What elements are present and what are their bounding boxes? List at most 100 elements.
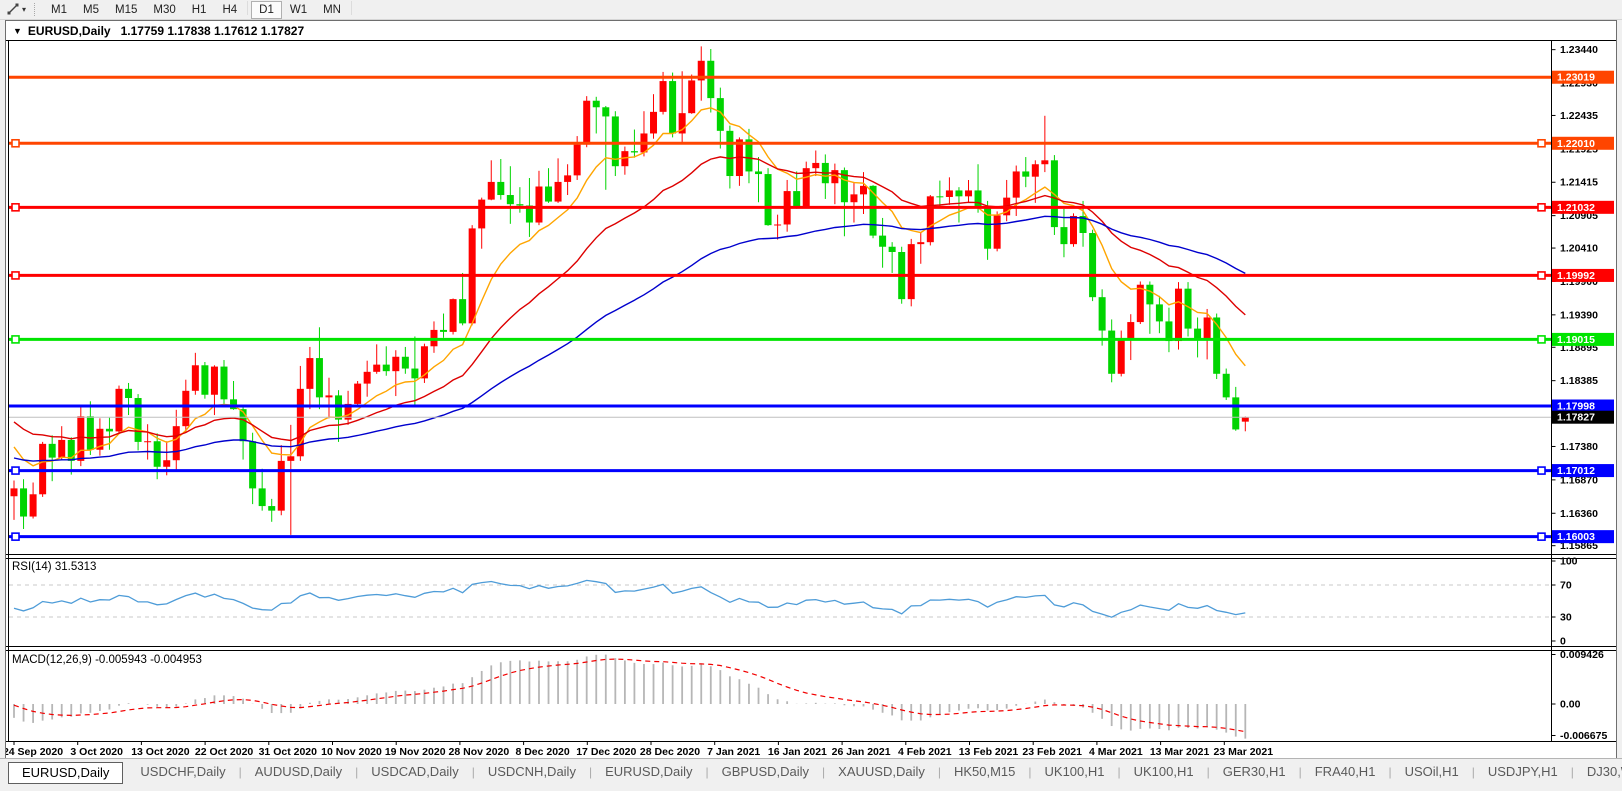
svg-text:16 Jan 2021: 16 Jan 2021 xyxy=(768,746,827,757)
ma-line-10 xyxy=(13,107,1246,467)
svg-text:0.009426: 0.009426 xyxy=(1560,649,1604,661)
svg-text:1.18385: 1.18385 xyxy=(1560,375,1598,387)
toolbar-dropdown-caret-icon[interactable]: ▾ xyxy=(22,5,27,14)
symbol-dropdown-icon[interactable]: ▼ xyxy=(13,25,22,36)
svg-text:-0.006675: -0.006675 xyxy=(1560,730,1607,742)
macd-name: MACD(12,26,9) xyxy=(12,654,92,666)
price-tags: 1.23019 1.22010 1.21032 1.19992 1.19015 1.179… xyxy=(1552,70,1614,544)
svg-text:1.16870: 1.16870 xyxy=(1560,474,1598,486)
svg-text:100: 100 xyxy=(1560,556,1578,568)
toolbar-separator xyxy=(247,0,249,15)
rsi-pane xyxy=(9,579,1552,618)
tab-uk100-h1[interactable]: UK100,H1 xyxy=(1133,764,1194,779)
svg-text:19 Nov 2020: 19 Nov 2020 xyxy=(385,746,446,757)
candlestick-series xyxy=(10,46,1249,535)
svg-text:0: 0 xyxy=(1560,636,1566,648)
svg-text:4 Mar 2021: 4 Mar 2021 xyxy=(1089,746,1143,757)
time-axis: 24 Sep 2020 3 Oct 2020 13 Oct 2020 22 Oct 2… xyxy=(6,741,1273,757)
tab-usdcnh-daily[interactable]: USDCNH,Daily xyxy=(487,764,576,779)
line-studies-icon[interactable] xyxy=(4,2,22,17)
tab-fra40-h1[interactable]: FRA40,H1 xyxy=(1314,764,1376,779)
svg-text:28 Nov 2020: 28 Nov 2020 xyxy=(449,746,510,757)
tab-dj30-weekly[interactable]: DJ30,Weekly xyxy=(1586,764,1622,779)
tab-divider: | xyxy=(238,765,242,779)
timeframe-button-w1[interactable]: W1 xyxy=(289,3,308,16)
svg-text:23 Mar 2021: 23 Mar 2021 xyxy=(1214,746,1274,757)
tab-divider: | xyxy=(471,765,475,779)
svg-text:22 Oct 2020: 22 Oct 2020 xyxy=(195,746,254,757)
svg-text:23 Feb 2021: 23 Feb 2021 xyxy=(1022,746,1082,757)
tab-usdjpy-h1[interactable]: USDJPY,H1 xyxy=(1487,764,1558,779)
svg-text:1.20410: 1.20410 xyxy=(1560,243,1598,255)
timeframe-button-mn[interactable]: MN xyxy=(323,3,341,16)
tab-divider: | xyxy=(1570,765,1574,779)
timeframe-button-m1[interactable]: M1 xyxy=(51,3,67,16)
ma-line-25 xyxy=(13,156,1246,442)
timeframe-button-h4[interactable]: H4 xyxy=(222,3,238,16)
ma-line-60 xyxy=(13,215,1246,462)
tab-gbpusd-daily[interactable]: GBPUSD,Daily xyxy=(721,764,810,779)
svg-text:1.23440: 1.23440 xyxy=(1560,44,1598,56)
svg-text:1.17827: 1.17827 xyxy=(1557,412,1595,424)
rsi-line xyxy=(13,579,1246,618)
tab-divider: | xyxy=(1388,765,1392,779)
tab-audusd-daily[interactable]: AUDUSD,Daily xyxy=(254,764,343,779)
toolbar-separator xyxy=(350,0,353,15)
timeframe-button-m30[interactable]: M30 xyxy=(153,3,176,16)
svg-text:1.22010: 1.22010 xyxy=(1557,138,1595,150)
tab-usdchf-daily[interactable]: USDCHF,Daily xyxy=(140,764,226,779)
tab-divider: | xyxy=(822,765,826,779)
tab-usoil-h1[interactable]: USOil,H1 xyxy=(1404,764,1459,779)
chart-symbol: EURUSD,Daily xyxy=(27,23,111,38)
macd-pane xyxy=(13,654,1247,739)
tab-divider: | xyxy=(1471,765,1475,779)
timeframe-button-d1[interactable]: D1 xyxy=(251,0,282,19)
tab-eurusd-daily[interactable]: EURUSD,Daily xyxy=(605,764,693,779)
svg-text:13 Mar 2021: 13 Mar 2021 xyxy=(1150,746,1210,757)
chart-title-bar: ▼ EURUSD,Daily 1.17759 1.17838 1.17612 1… xyxy=(6,21,1616,41)
svg-text:13 Oct 2020: 13 Oct 2020 xyxy=(131,746,190,757)
svg-text:10 Nov 2020: 10 Nov 2020 xyxy=(321,746,382,757)
svg-text:1.19390: 1.19390 xyxy=(1560,309,1598,321)
svg-text:1.23019: 1.23019 xyxy=(1557,72,1595,84)
svg-text:3 Oct 2020: 3 Oct 2020 xyxy=(70,746,123,757)
svg-text:1.15865: 1.15865 xyxy=(1560,540,1598,552)
svg-text:1.17380: 1.17380 xyxy=(1560,441,1598,453)
svg-text:17 Dec 2020: 17 Dec 2020 xyxy=(576,746,636,757)
svg-text:26 Jan 2021: 26 Jan 2021 xyxy=(832,746,891,757)
svg-text:1.19992: 1.19992 xyxy=(1557,270,1595,282)
timeframe-button-h1[interactable]: H1 xyxy=(191,3,207,16)
tab-ger30-h1[interactable]: GER30,H1 xyxy=(1222,764,1286,779)
macd-indicator-label: MACD(12,26,9) -0.005943 -0.004953 xyxy=(12,654,202,666)
macd-signal-line xyxy=(13,658,1246,733)
macd-values: -0.005943 -0.004953 xyxy=(95,654,202,666)
svg-text:7 Jan 2021: 7 Jan 2021 xyxy=(707,746,760,757)
svg-text:30: 30 xyxy=(1560,612,1572,624)
svg-text:0.00: 0.00 xyxy=(1560,699,1581,711)
moving-average-lines xyxy=(13,107,1246,467)
tab-hk50-m15[interactable]: HK50,M15 xyxy=(953,764,1016,779)
timeframe-button-m15[interactable]: M15 xyxy=(114,3,138,16)
tab-divider: | xyxy=(937,765,941,779)
svg-text:31 Oct 2020: 31 Oct 2020 xyxy=(259,746,318,757)
tab-divider: | xyxy=(1298,765,1302,779)
pane-frames xyxy=(6,41,1616,742)
tab-eurusd-daily[interactable]: EURUSD,Daily xyxy=(8,762,124,784)
svg-text:24 Sep 2020: 24 Sep 2020 xyxy=(6,746,63,757)
timeframe-button-m5[interactable]: M5 xyxy=(83,3,99,16)
tab-xauusd-daily[interactable]: XAUUSD,Daily xyxy=(838,764,925,779)
svg-text:1.17012: 1.17012 xyxy=(1557,465,1595,477)
timeframe-buttons: M1 M5 M15 M30 H1 H4 D1 W1 MN xyxy=(43,0,355,19)
chart-window: ▼ EURUSD,Daily 1.17759 1.17838 1.17612 1… xyxy=(5,20,1617,759)
horizontal-level-lines xyxy=(9,75,1552,541)
tab-divider: | xyxy=(1117,765,1121,779)
chart-tabs-bar: EURUSD,Daily USDCHF,Daily | AUDUSD,Daily | US… xyxy=(0,758,1622,791)
svg-text:70: 70 xyxy=(1560,580,1572,592)
svg-text:1.16003: 1.16003 xyxy=(1557,531,1595,543)
tab-uk100-h1[interactable]: UK100,H1 xyxy=(1044,764,1105,779)
svg-text:1.21415: 1.21415 xyxy=(1560,177,1598,189)
chart-canvas[interactable]: 1.234401.229301.224351.219251.214151.209… xyxy=(6,41,1616,757)
svg-text:1.22435: 1.22435 xyxy=(1560,110,1598,122)
tab-usdcad-daily[interactable]: USDCAD,Daily xyxy=(371,764,459,779)
